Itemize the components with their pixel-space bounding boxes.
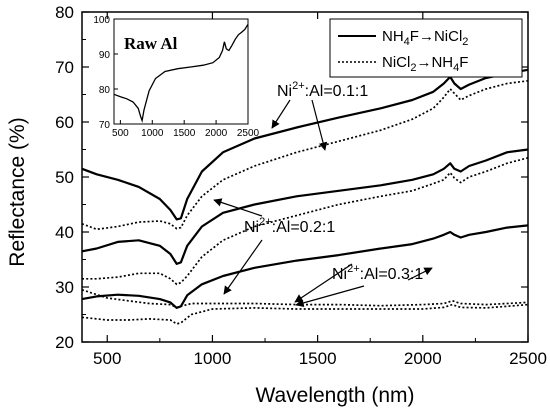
x-tick-label-500: 500: [93, 349, 121, 368]
inset-title: Raw Al: [124, 34, 178, 53]
x-axis-label: Wavelength (nm): [255, 384, 414, 407]
y-tick-label-30: 30: [55, 278, 74, 297]
annotation-ratio-0.2: Ni2+:Al=0.2:1: [244, 216, 335, 236]
x-tick-label-1000: 1000: [194, 349, 232, 368]
series-line-0.3:1-dotted-5: [81, 288, 529, 309]
inset-x-tick-label-1000: 1000: [141, 128, 164, 139]
x-tick-label-2000: 2000: [404, 349, 442, 368]
inset-y-tick-label-80: 80: [99, 85, 111, 96]
series-line-0.2:1-solid-2: [81, 148, 529, 265]
inset-y-tick-label-100: 100: [93, 15, 110, 26]
x-tick-label-2500: 2500: [509, 349, 547, 368]
legend-box: [329, 18, 523, 78]
legend-entry-dotted: NiCl2→NH4F: [382, 54, 468, 74]
series-line-0.3:1-solid-4: [81, 224, 529, 309]
series-line-0.2:1-dotted-3: [82, 156, 529, 286]
annotations: Ni2+:Al=0.1:1 Ni2+:Al=0.2:1 Ni2+:Al=0.3:…: [244, 80, 423, 283]
y-tick-label-70: 70: [55, 58, 74, 77]
annotation-arrow-0: [271, 99, 291, 129]
inset-chart: 500 1000 1500 2000 2500 70 80 90 100 Raw Al: [93, 15, 259, 139]
plot-area: 500 1000 1500 2000 2500 20 30 40 50 60 70 80: [55, 3, 547, 368]
annotation-arrow-2: [213, 198, 263, 217]
annotation-arrow-1: [311, 99, 328, 151]
annotation-ratio-0.1: Ni2+:Al=0.1:1: [277, 80, 368, 100]
legend-entry-solid: NH4F→NiCl2: [382, 28, 468, 48]
annotation-arrow-6: [407, 267, 433, 281]
series-line-0.3:1-dotted-6: [81, 303, 529, 325]
y-tick-label-50: 50: [55, 168, 74, 187]
y-tick-label-60: 60: [55, 113, 74, 132]
inset-y-tick-label-70: 70: [99, 120, 111, 131]
annotation-arrow-5: [295, 285, 365, 308]
y-tick-label-80: 80: [55, 3, 74, 22]
series-line-0.1:1-solid-0: [81, 68, 529, 221]
y-axis-label: Reflectance (%): [6, 117, 29, 266]
annotation-arrow-3: [223, 239, 263, 295]
inset-y-tick-label-90: 90: [99, 50, 111, 61]
annotation-arrow-4: [294, 263, 353, 303]
annotation-ratio-0.3: Ni2+:Al=0.3:1: [332, 263, 423, 283]
y-tick-label-40: 40: [55, 223, 74, 242]
inset-series-line-0: [113, 23, 249, 123]
inset-x-tick-label-1500: 1500: [173, 128, 196, 139]
inset-x-tick-label-2500: 2500: [237, 128, 260, 139]
inset-x-tick-label-500: 500: [112, 128, 129, 139]
legend: NH4F→NiCl2 NiCl2→NH4F: [329, 18, 523, 78]
y-tick-label-20: 20: [55, 333, 74, 352]
inset-x-tick-label-2000: 2000: [205, 128, 228, 139]
annotation-arrows: [213, 99, 433, 308]
x-tick-label-1500: 1500: [299, 349, 337, 368]
